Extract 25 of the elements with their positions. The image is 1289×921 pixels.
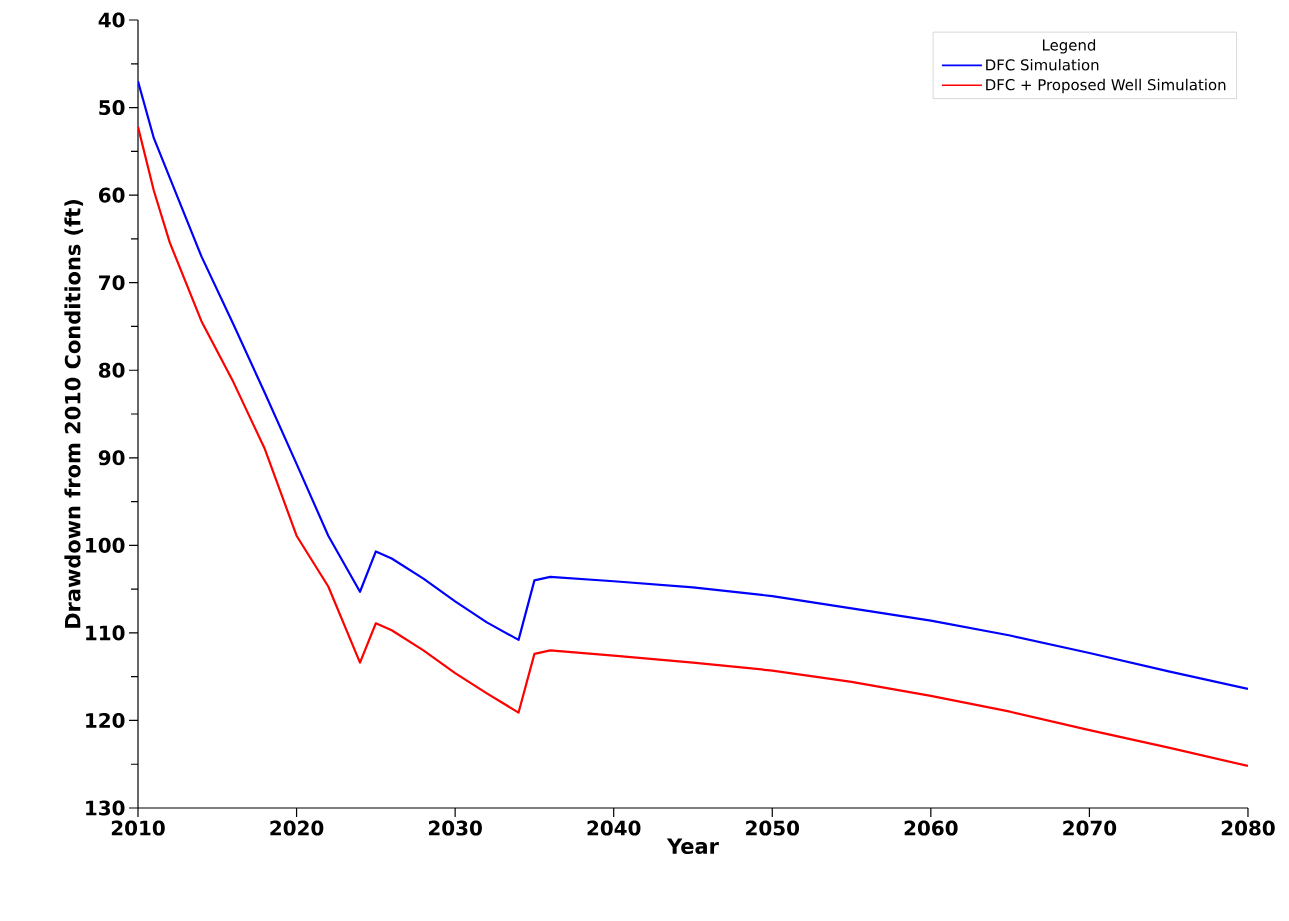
legend-label: DFC Simulation (986, 58, 1099, 71)
y-tick-label: 60 (98, 187, 125, 203)
y-tick-label: 40 (98, 12, 125, 28)
y-axis-title: Drawdown from 2010 Conditions (ft) (64, 200, 84, 628)
x-tick-label: 2050 (746, 820, 800, 836)
y-tick-label: 120 (86, 712, 125, 728)
y-tick-label: 70 (99, 275, 125, 291)
y-tick-label: 130 (86, 800, 125, 816)
x-tick-label: 2070 (1063, 820, 1117, 836)
x-axis-title: Year (666, 838, 719, 854)
y-tick-label: 110 (86, 625, 125, 641)
x-tick-label: 2020 (270, 820, 324, 836)
x-tick-label: 2040 (587, 820, 641, 836)
y-tick-label: 50 (99, 100, 125, 116)
y-tick-label: 90 (98, 450, 125, 466)
line-series (138, 80, 1248, 691)
x-tick-label: 2080 (1221, 820, 1275, 836)
legend-title: Legend (1042, 39, 1096, 54)
x-tick-label: 2010 (111, 820, 165, 836)
y-tick-label: 80 (98, 362, 125, 378)
legend-label: DFC + Proposed Well Simulation (986, 78, 1226, 94)
x-tick-label: 2060 (904, 820, 958, 836)
y-tick-label: 100 (86, 537, 125, 553)
x-tick-label: 2030 (428, 820, 482, 836)
line-series (138, 125, 1248, 768)
